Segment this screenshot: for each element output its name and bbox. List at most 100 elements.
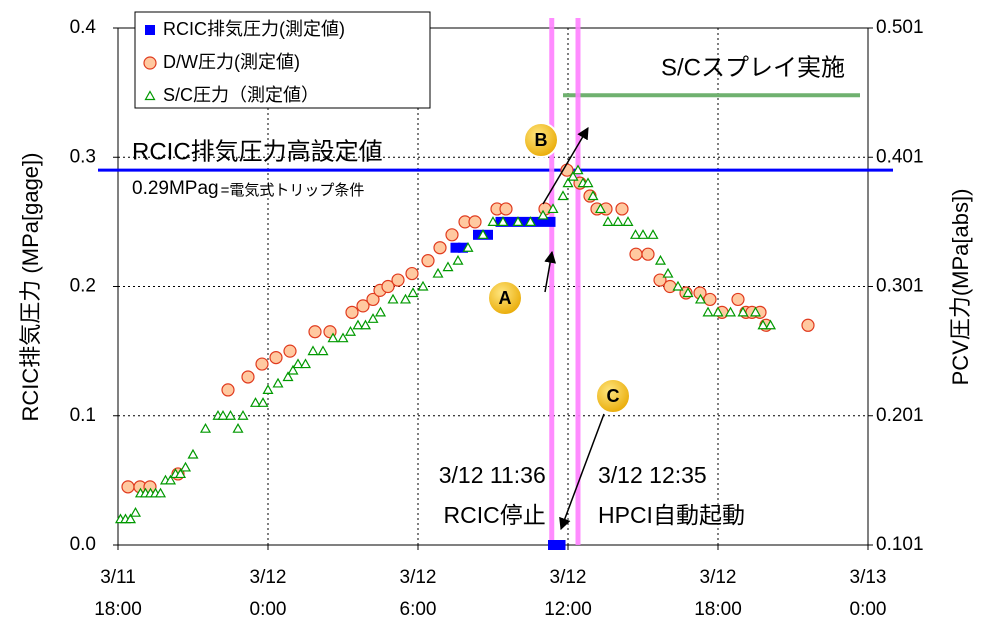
spray-label: S/Cスプレイ実施 [661,55,845,82]
data-point [307,345,319,356]
data-point [602,216,614,226]
data-point [548,540,558,550]
data-point [345,305,359,319]
data-point [483,229,493,240]
data-point [174,468,187,479]
data-point [637,229,649,239]
y2-tick-label: 0.101 [876,534,924,555]
data-point [299,358,312,369]
data-point [445,228,459,242]
data-point [622,216,634,226]
data-point [308,325,322,339]
data-point [582,177,594,188]
y-tick-label: 0.4 [70,17,97,38]
data-point [121,480,135,494]
arrow-c [559,413,605,531]
data-point [567,170,579,181]
event-time: 3/12 11:36 [439,462,546,488]
data-point [287,364,299,375]
data-point [537,209,549,220]
data-point [356,299,370,313]
data-point [257,397,269,407]
data-point [654,254,667,265]
y-tick-label: 0.2 [70,276,96,297]
data-point [317,345,329,356]
data-point [641,247,655,261]
data-point [387,293,399,304]
event-label: HPCI自動起動 [598,502,745,528]
x-tick-label: 3/12 0:00 [250,567,287,620]
data-point [547,203,559,214]
data-point [262,384,274,394]
x-tick-label: 3/12 12:00 [544,567,592,620]
data-point [562,177,574,188]
data-point [458,242,468,253]
data-point [241,370,255,384]
data-point [249,397,262,407]
legend-marker [143,56,157,70]
x-tick-label: 3/13 0:00 [850,567,887,620]
plot-layer: 0.0 0.1 0.2 0.3 0.4 0.101 0.201 0.301 0.401 0.501… [70,11,924,620]
reference-note: =電気式トリップ条件 [221,182,365,199]
y-tick-label: 0.1 [70,405,96,426]
data-point [512,216,524,226]
data-point [615,202,629,216]
data-point [352,319,364,330]
data-point [221,383,235,397]
x-tick-label: 3/12 6:00 [400,567,437,620]
data-point [417,280,429,291]
callout-label: A [499,288,512,308]
legend-label: S/C圧力（測定値） [163,85,319,105]
data-point [237,410,249,420]
data-point [154,487,167,498]
data-point [462,242,474,252]
data-point [129,506,142,517]
legend-marker [145,25,155,35]
data-point [702,306,714,317]
callout-circle [595,378,631,414]
data-point [535,216,546,227]
data-point [452,254,464,265]
y2-axis-title: PCV圧力(MPa[abs]) [948,189,973,386]
data-point [538,202,552,216]
data-point [367,313,379,323]
reference-sublabel: 0.29MPag [132,178,219,199]
y2-tick-label: 0.501 [876,17,924,38]
data-point [524,216,537,226]
data-point [682,287,694,298]
data-point [442,261,454,272]
data-point [703,292,717,307]
data-point [399,293,412,304]
data-point [629,247,643,261]
arrows [542,126,605,531]
data-point [337,332,349,343]
y-tick-label: 0.0 [70,534,96,555]
event-label: RCIC停止 [444,502,546,528]
data-point [450,242,461,253]
data-point [737,306,749,317]
data-point [366,292,380,307]
data-point [555,540,566,550]
y2-tick-label: 0.401 [876,146,924,167]
data-point [764,319,777,330]
y2-tick-label: 0.301 [876,276,924,297]
data-point [694,293,707,304]
data-point [712,306,724,317]
data-point [199,422,212,433]
data-point [359,319,372,330]
data-point [327,332,339,343]
data-point [374,306,387,317]
legend [134,11,431,109]
y-axis-title: RCIC排気圧力 (MPa[gage]) [18,153,43,422]
data-point [612,216,624,226]
callout-circle [523,122,559,158]
data-point [473,229,483,240]
data-point [405,266,419,281]
x-tick-label: 3/11 18:00 [94,567,142,620]
data-point [179,461,192,472]
data-point [272,377,284,388]
data-point [344,326,357,336]
data-point [497,216,509,226]
data-point [282,371,294,382]
data-point [224,410,237,420]
